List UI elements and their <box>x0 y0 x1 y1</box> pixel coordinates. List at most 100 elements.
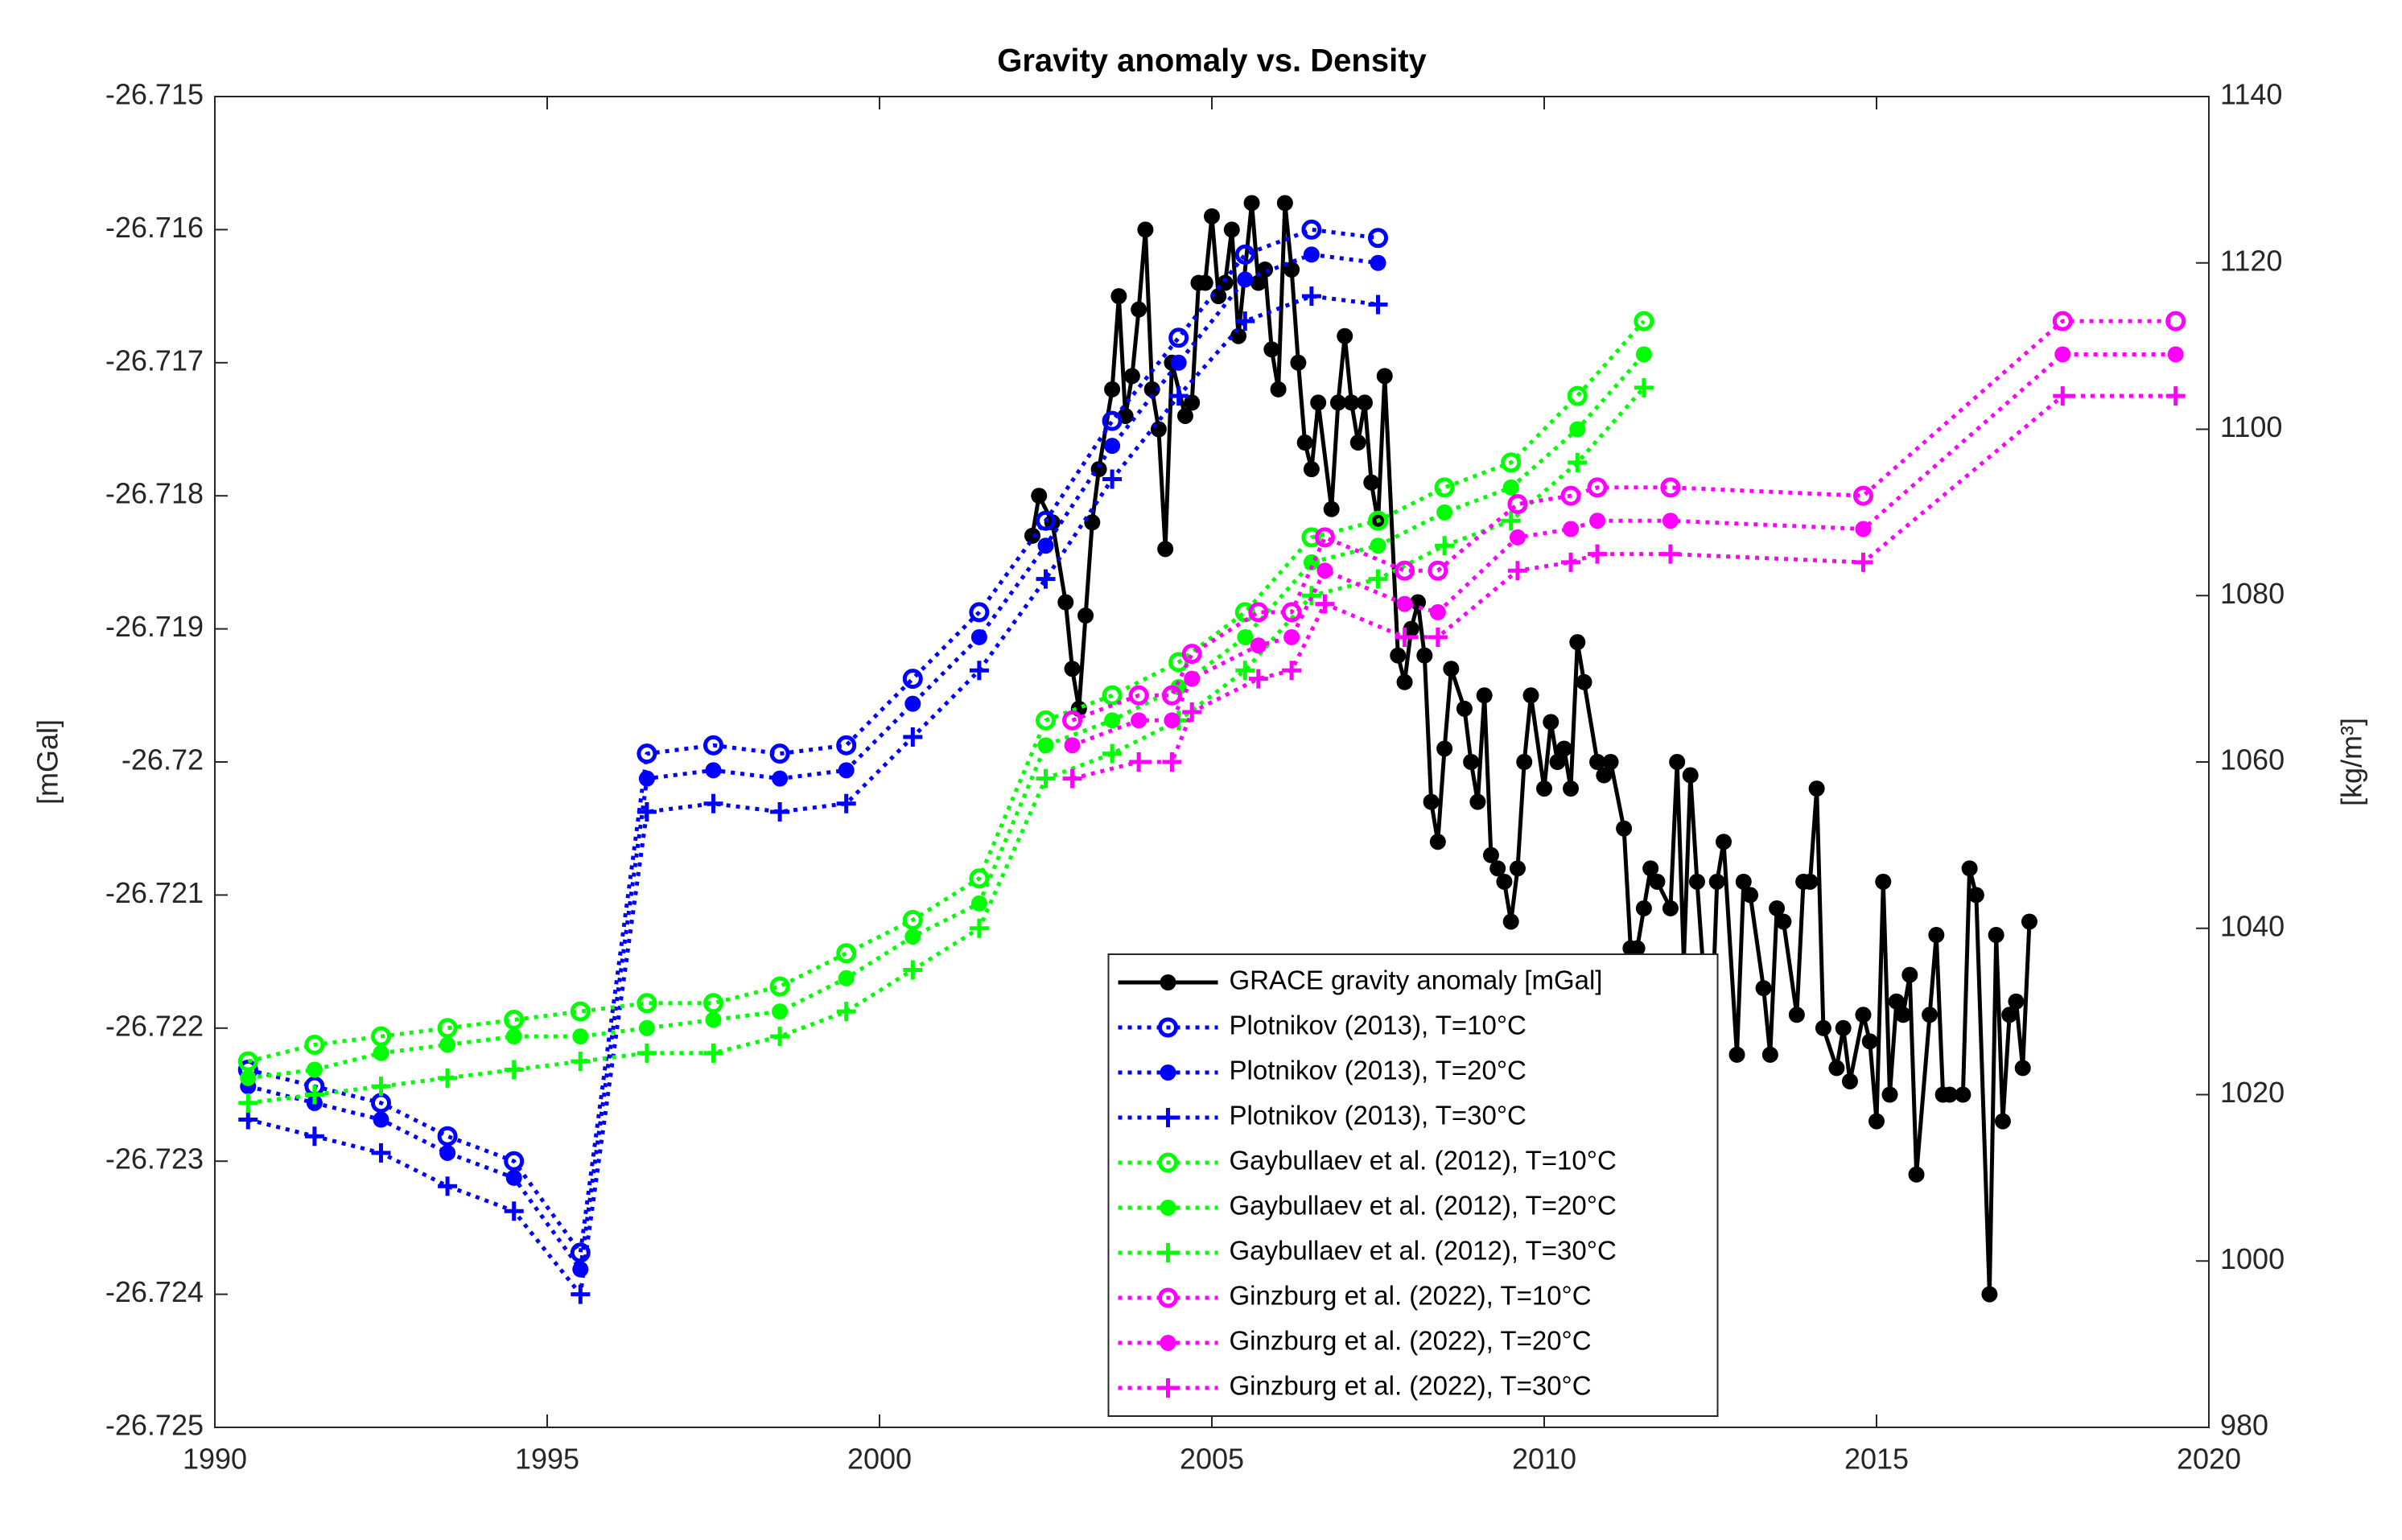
marker <box>1168 386 1189 406</box>
marker <box>969 868 990 889</box>
marker <box>1158 1108 1178 1127</box>
marker <box>1435 536 1455 556</box>
marker <box>1158 1017 1178 1038</box>
marker <box>1507 494 1528 515</box>
marker <box>1855 1007 1872 1023</box>
series <box>240 346 1652 1086</box>
marker <box>1502 479 1519 496</box>
marker <box>970 628 987 645</box>
marker <box>1634 377 1654 397</box>
marker <box>2008 993 2025 1010</box>
marker <box>1808 780 1825 797</box>
y-tick-label: -26.721 <box>105 876 204 909</box>
marker <box>1064 737 1081 754</box>
marker <box>1281 602 1302 623</box>
y2-tick-label: 1120 <box>2220 244 2282 277</box>
marker <box>1708 873 1725 890</box>
marker <box>1688 873 1705 890</box>
marker <box>1888 993 1905 1010</box>
marker <box>1395 627 1415 647</box>
marker <box>1077 607 1094 624</box>
y-tick-label: -26.716 <box>105 211 204 244</box>
marker <box>1563 780 1580 797</box>
marker <box>637 743 657 764</box>
marker <box>1429 834 1446 850</box>
marker <box>1368 294 1388 315</box>
marker <box>836 943 857 964</box>
marker <box>1235 311 1255 331</box>
marker <box>1428 560 1448 581</box>
marker <box>1396 595 1413 612</box>
marker <box>1160 974 1176 990</box>
marker <box>1576 673 1592 690</box>
marker <box>1642 860 1659 877</box>
marker <box>1616 820 1633 837</box>
series <box>238 286 1388 1304</box>
marker <box>1158 1287 1178 1308</box>
marker <box>1489 860 1506 877</box>
marker <box>1248 669 1268 689</box>
y2-tick-label: 1000 <box>2220 1242 2285 1275</box>
marker <box>1390 647 1407 664</box>
marker <box>2052 311 2073 331</box>
marker <box>1337 327 1353 344</box>
series <box>1062 311 2186 731</box>
marker <box>1036 569 1056 589</box>
y2-tick-label: 1140 <box>2220 78 2282 111</box>
marker <box>437 1018 458 1039</box>
marker <box>769 743 790 764</box>
marker <box>2054 346 2071 363</box>
marker <box>1853 552 1873 572</box>
legend-label: GRACE gravity anomaly [mGal] <box>1230 966 1603 995</box>
marker <box>1509 529 1526 546</box>
legend-label: Gaybullaev et al. (2012), T=20°C <box>1230 1191 1617 1221</box>
marker <box>1436 740 1453 757</box>
marker <box>572 1028 589 1045</box>
marker <box>836 735 857 756</box>
marker <box>1434 477 1455 498</box>
chart-title: Gravity anomaly vs. Density <box>997 43 1427 79</box>
marker <box>1423 793 1440 810</box>
marker <box>1428 627 1448 647</box>
marker <box>772 770 789 787</box>
marker <box>1443 661 1460 677</box>
marker <box>1875 873 1892 890</box>
marker <box>1502 913 1519 930</box>
marker <box>1368 510 1388 531</box>
marker <box>1563 521 1580 537</box>
marker <box>1649 873 1666 890</box>
marker <box>1064 661 1081 677</box>
marker <box>836 793 856 813</box>
marker <box>1181 644 1202 665</box>
series-line <box>1071 319 2176 723</box>
marker <box>1102 410 1123 431</box>
series-line <box>247 294 1378 1297</box>
marker <box>1660 544 1680 564</box>
marker <box>703 793 723 813</box>
marker <box>1176 407 1193 424</box>
marker <box>1210 288 1227 305</box>
marker <box>1922 1007 1938 1023</box>
marker <box>1301 527 1322 548</box>
marker <box>1349 434 1366 451</box>
marker <box>1742 887 1759 904</box>
series <box>1024 195 2037 1303</box>
marker <box>1368 228 1388 249</box>
legend-label: Gaybullaev et al. (2012), T=10°C <box>1230 1146 1617 1176</box>
marker <box>1501 511 1521 531</box>
marker <box>570 1242 591 1263</box>
y-tick-label: -26.717 <box>105 344 204 377</box>
marker <box>1496 873 1513 890</box>
y-tick-label: -26.718 <box>105 477 204 510</box>
marker <box>1158 1152 1178 1173</box>
y-tick-label: -26.723 <box>105 1143 204 1176</box>
y2-tick-label: 1100 <box>2220 410 2282 443</box>
marker <box>1162 752 1182 772</box>
marker <box>637 993 657 1014</box>
marker <box>1197 274 1213 291</box>
marker <box>1104 712 1121 729</box>
marker <box>439 1036 456 1053</box>
marker <box>504 1009 525 1030</box>
marker <box>772 1003 789 1020</box>
marker <box>504 1151 525 1171</box>
